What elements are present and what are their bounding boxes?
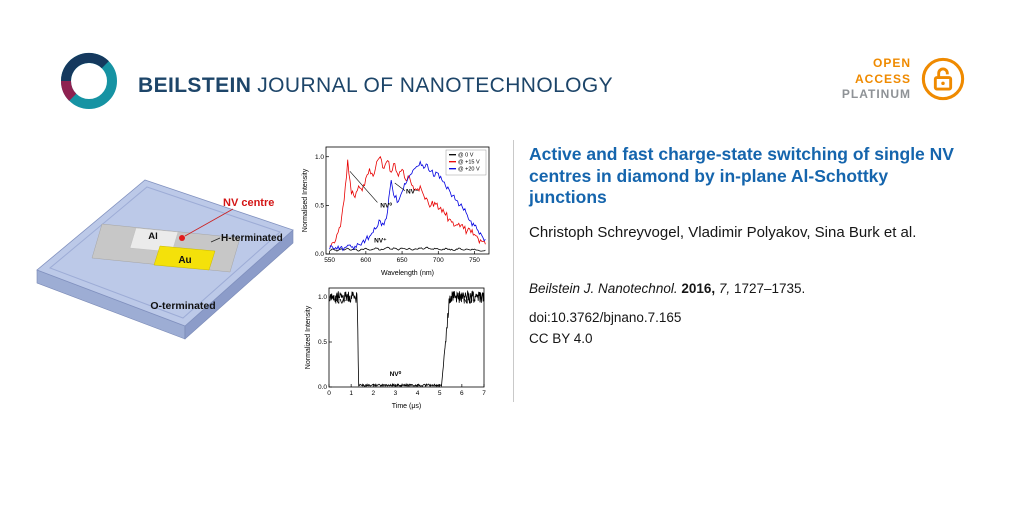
plate-inner-rim (49, 186, 281, 319)
svg-text:600: 600 (360, 257, 371, 264)
svg-text:NV⁰: NV⁰ (380, 201, 392, 209)
open-access-text: OPEN ACCESS PLATINUM (842, 56, 911, 103)
svg-text:NV⁺: NV⁺ (374, 237, 387, 244)
svg-text:0.5: 0.5 (318, 339, 327, 346)
svg-text:NV⁻: NV⁻ (406, 189, 419, 196)
svg-text:550: 550 (324, 257, 335, 264)
beilstein-logo-icon (58, 50, 120, 112)
svg-text:750: 750 (469, 257, 480, 264)
svg-text:1.0: 1.0 (318, 294, 327, 301)
open-access-badge: OPEN ACCESS PLATINUM (842, 56, 966, 103)
svg-text:0.5: 0.5 (315, 203, 324, 210)
nv-centre-leader-line (184, 208, 234, 237)
device-schematic: NV centre H-terminated O-terminated Al A… (25, 168, 317, 343)
svg-text:3: 3 (394, 390, 398, 397)
article-citation: Beilstein J. Nanotechnol. 2016, 7, 1727–… (529, 281, 969, 296)
open-access-line-platinum: PLATINUM (841, 87, 911, 102)
svg-text:Normalized Intensity: Normalized Intensity (305, 305, 312, 369)
label-al: Al (148, 231, 158, 242)
svg-text:@ +15 V: @ +15 V (458, 160, 480, 166)
label-h-terminated: H-terminated (221, 233, 283, 244)
svg-text:Wavelength (nm): Wavelength (nm) (381, 270, 434, 277)
label-nv-centre: NV centre (223, 197, 274, 209)
svg-text:700: 700 (433, 257, 444, 264)
open-access-line-access: ACCESS (854, 71, 911, 86)
svg-text:1.0: 1.0 (315, 154, 324, 161)
svg-text:0.0: 0.0 (315, 251, 324, 258)
pl-spectra-chart: 550 600 650 700 750 0.0 0.5 1.0 Wavelength (nm) N… (300, 142, 494, 283)
vertical-divider (513, 140, 514, 402)
label-o-terminated: O-terminated (150, 300, 215, 312)
open-access-lock-icon (920, 56, 966, 102)
brand-secondary: JOURNAL OF NANOTECHNOLOGY (257, 74, 614, 97)
article-info: Active and fast charge-state switching o… (529, 144, 969, 346)
svg-text:@ 0 V: @ 0 V (458, 153, 474, 159)
article-doi: doi:10.3762/bjnano.7.165 (529, 310, 682, 325)
article-license: CC BY 4.0 (529, 331, 593, 346)
citation-volume: 7, (718, 281, 731, 296)
nv-centre-dot (179, 235, 185, 241)
citation-journal: Beilstein J. Nanotechnol. (529, 281, 678, 296)
svg-text:NV⁻: NV⁻ (463, 298, 476, 305)
open-access-line-open: OPEN (872, 56, 911, 70)
svg-text:4: 4 (416, 390, 420, 397)
svg-text:1: 1 (349, 390, 353, 397)
svg-text:7: 7 (482, 390, 486, 397)
svg-text:NV⁻: NV⁻ (335, 298, 348, 305)
svg-text:Normalised Intensity: Normalised Intensity (302, 168, 309, 232)
label-au: Au (178, 255, 191, 266)
journal-name: BEILSTEIN JOURNAL OF NANOTECHNOLOGY (138, 74, 613, 98)
h-terminated-leader-line (210, 237, 221, 243)
article-authors: Christoph Schreyvogel, Vladimir Polyakov… (529, 224, 917, 242)
svg-text:6: 6 (460, 390, 464, 397)
svg-text:650: 650 (397, 257, 408, 264)
au-electrode (153, 245, 216, 271)
brand-primary: BEILSTEIN (138, 74, 252, 97)
svg-text:Time (μs): Time (μs) (392, 403, 421, 410)
svg-text:NV⁰: NV⁰ (390, 370, 402, 378)
svg-text:0: 0 (327, 390, 331, 397)
citation-year: 2016, (681, 281, 716, 296)
svg-text:5: 5 (438, 390, 442, 397)
svg-text:@ +20 V: @ +20 V (458, 167, 480, 173)
svg-text:2: 2 (371, 390, 375, 397)
svg-text:0.0: 0.0 (318, 384, 327, 391)
article-title[interactable]: Active and fast charge-state switching o… (529, 144, 954, 208)
pl-time-trace-chart: 0 1 2 3 4 5 6 7 0.0 0.5 1.0 Time (μs) Normalized Int… (303, 283, 489, 416)
citation-pages: 1727–1735. (733, 281, 806, 296)
